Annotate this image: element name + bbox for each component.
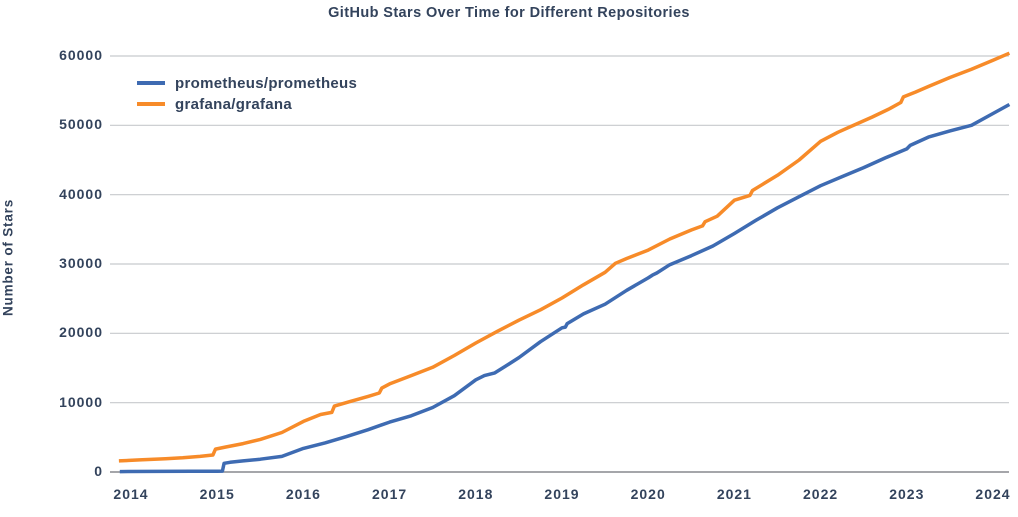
- y-tick-label: 20000: [59, 324, 103, 341]
- x-tick-label: 2024: [975, 486, 1011, 502]
- legend-label: prometheus/prometheus: [175, 74, 358, 92]
- legend-label: grafana/grafana: [175, 95, 293, 113]
- y-tick-label: 10000: [59, 393, 103, 410]
- x-tick-label: 2015: [199, 486, 235, 502]
- x-tick-label: 2022: [803, 486, 839, 502]
- legend: prometheus/prometheus grafana/grafana: [137, 74, 358, 113]
- x-tick-label: 2019: [544, 486, 580, 502]
- y-tick-label: 50000: [59, 116, 103, 133]
- y-tick-label: 0: [94, 463, 103, 479]
- x-tick-label: 2014: [113, 486, 149, 502]
- x-tick-label: 2016: [285, 486, 321, 502]
- x-tick-label: 2017: [372, 486, 408, 502]
- x-tick-label: 2018: [458, 486, 494, 502]
- legend-item: grafana/grafana: [137, 95, 357, 113]
- chart-title: GitHub Stars Over Time for Different Rep…: [328, 5, 690, 21]
- series-line-grafana-grafana: [118, 51, 1011, 463]
- x-tick-label: 2021: [716, 486, 752, 502]
- y-tick-label: 40000: [59, 185, 103, 202]
- x-tick-label: 2020: [630, 486, 666, 502]
- x-tick-label: 2023: [889, 486, 925, 502]
- legend-line-swatch: [137, 81, 165, 85]
- legend-item: prometheus/prometheus: [137, 74, 358, 92]
- legend-line-swatch: [137, 102, 165, 106]
- y-tick-label: 60000: [59, 47, 103, 63]
- series-line-prometheus-prometheus: [119, 102, 1011, 474]
- y-tick-label: 30000: [59, 255, 103, 271]
